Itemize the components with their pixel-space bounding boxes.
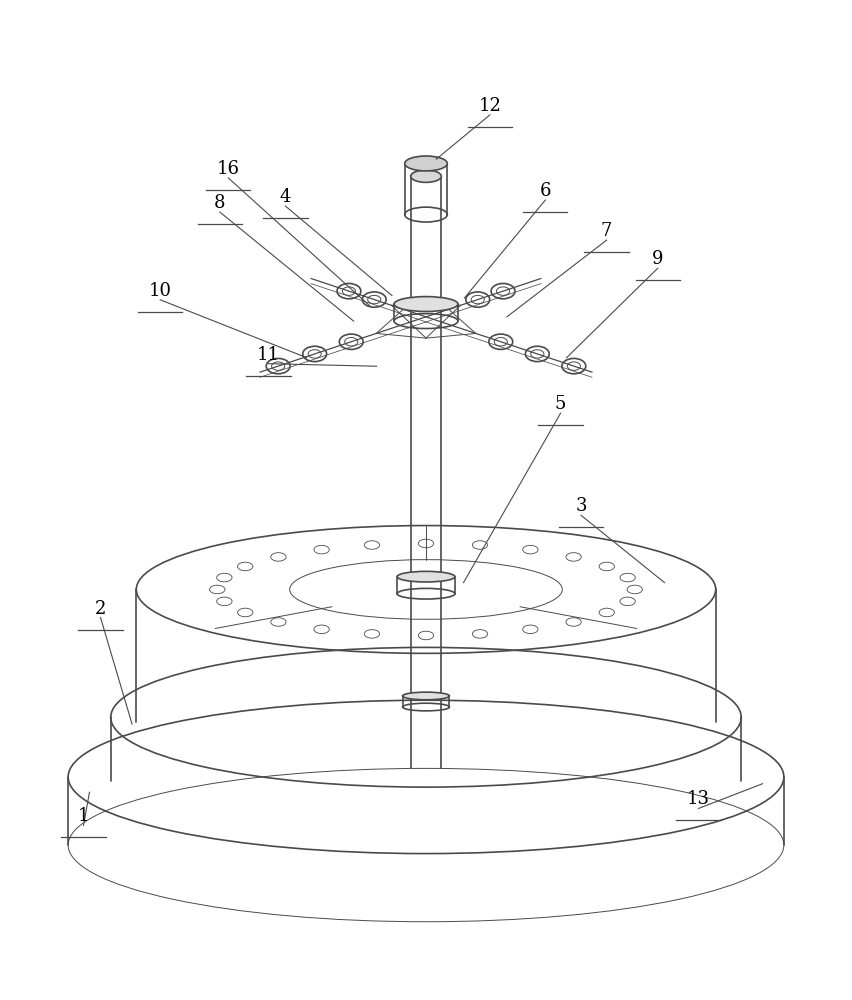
Text: 13: 13 xyxy=(688,790,710,808)
Text: 16: 16 xyxy=(217,160,239,178)
Ellipse shape xyxy=(397,571,455,582)
Text: 10: 10 xyxy=(149,282,171,300)
Ellipse shape xyxy=(411,170,441,182)
Text: 9: 9 xyxy=(652,250,664,268)
Text: 3: 3 xyxy=(575,497,587,515)
Text: 6: 6 xyxy=(539,182,551,200)
Text: 11: 11 xyxy=(257,346,279,364)
Text: 4: 4 xyxy=(279,188,291,206)
Text: 7: 7 xyxy=(601,222,613,240)
Ellipse shape xyxy=(394,297,458,311)
Text: 12: 12 xyxy=(479,97,501,115)
Ellipse shape xyxy=(402,692,450,700)
Ellipse shape xyxy=(405,156,447,171)
Text: 1: 1 xyxy=(78,807,89,825)
Text: 5: 5 xyxy=(555,395,567,413)
Text: 2: 2 xyxy=(95,600,106,618)
Text: 8: 8 xyxy=(214,194,226,212)
